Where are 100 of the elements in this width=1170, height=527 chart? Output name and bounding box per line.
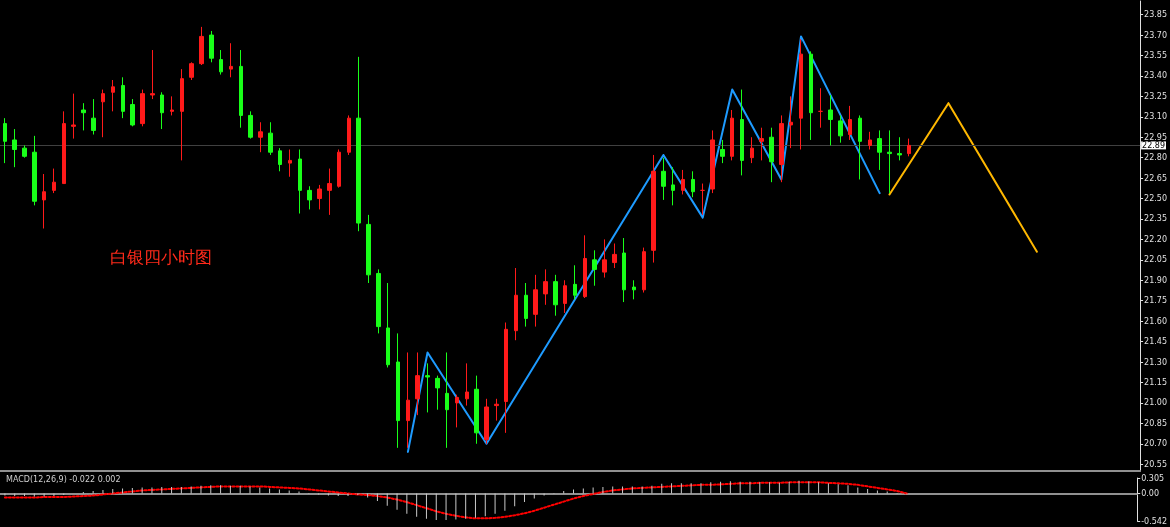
candlestick bbox=[612, 242, 617, 269]
candlestick bbox=[62, 110, 66, 185]
y-tick-label: 23.25 bbox=[1144, 91, 1167, 101]
candlestick bbox=[170, 95, 174, 116]
y-tick-label: 23.85 bbox=[1144, 10, 1167, 20]
candlestick bbox=[622, 237, 626, 303]
y-tick-label: 22.95 bbox=[1144, 132, 1167, 142]
y-tick-label: 23.10 bbox=[1144, 112, 1167, 122]
y-tick-label: 23.55 bbox=[1144, 50, 1167, 60]
y-tick-label: 21.45 bbox=[1144, 337, 1167, 347]
candlestick bbox=[52, 168, 56, 194]
y-tick-label: 20.70 bbox=[1144, 439, 1167, 449]
candlestick bbox=[111, 79, 115, 112]
candlestick bbox=[543, 268, 548, 306]
annotation: 白银四小时图 bbox=[110, 246, 212, 267]
candlestick bbox=[415, 351, 420, 416]
candlestick bbox=[907, 138, 911, 157]
candlestick bbox=[406, 351, 410, 449]
candlestick bbox=[455, 394, 459, 428]
candlestick bbox=[199, 26, 204, 66]
candlestick bbox=[642, 247, 646, 294]
candlestick bbox=[337, 148, 341, 189]
candlestick bbox=[602, 238, 607, 279]
candlestick bbox=[533, 274, 538, 328]
candlestick bbox=[356, 56, 361, 232]
y-tick-label: 23.40 bbox=[1144, 71, 1167, 81]
candlestick bbox=[42, 173, 46, 230]
candlestick bbox=[288, 148, 292, 178]
candlestick bbox=[563, 279, 567, 314]
candlestick bbox=[573, 264, 577, 300]
candlestick bbox=[897, 136, 902, 161]
line-series bbox=[3, 481, 908, 520]
candlestick bbox=[268, 121, 273, 156]
candlestick bbox=[514, 267, 518, 341]
candlestick bbox=[22, 144, 27, 159]
y-tick-label: 0.305 bbox=[1141, 473, 1165, 483]
candlestick bbox=[347, 114, 351, 156]
candlestick bbox=[632, 279, 636, 300]
y-tick-label: 20.55 bbox=[1144, 459, 1167, 469]
candlestick bbox=[130, 98, 135, 127]
candlestick bbox=[848, 105, 852, 141]
candlestick bbox=[71, 93, 76, 140]
candlestick bbox=[3, 117, 7, 164]
candlestick bbox=[759, 127, 764, 161]
candlestick bbox=[671, 166, 675, 206]
candlestick bbox=[366, 214, 371, 284]
candlestick bbox=[298, 148, 302, 215]
candlestick bbox=[818, 87, 823, 129]
candlestick bbox=[809, 50, 813, 141]
candlestick bbox=[425, 362, 430, 413]
candlestick bbox=[524, 282, 528, 328]
y-tick-label: 21.15 bbox=[1144, 377, 1167, 387]
candlestick bbox=[710, 129, 715, 194]
candlestick bbox=[494, 398, 499, 422]
y-tick-label: 21.75 bbox=[1144, 296, 1167, 306]
line-series bbox=[406, 35, 881, 453]
candlestick bbox=[150, 49, 155, 100]
candlestick bbox=[828, 94, 833, 146]
candlestick bbox=[484, 398, 489, 445]
candlestick bbox=[121, 76, 125, 119]
candlestick bbox=[720, 139, 725, 164]
candlestick bbox=[229, 42, 233, 78]
candlestick bbox=[681, 169, 685, 195]
candlestick bbox=[327, 168, 332, 216]
candlestick bbox=[700, 183, 705, 216]
y-tick-label: 20.85 bbox=[1144, 418, 1167, 428]
candlestick bbox=[799, 38, 803, 150]
candlestick bbox=[504, 322, 508, 434]
candlestick bbox=[592, 249, 597, 287]
candlestick bbox=[651, 154, 656, 264]
candlestick bbox=[376, 268, 381, 334]
candlestick bbox=[769, 127, 774, 183]
y-tick-label: 0.00 bbox=[1141, 488, 1160, 498]
candlestick bbox=[740, 89, 744, 176]
candlestick bbox=[12, 128, 17, 168]
y-tick-label: 23.70 bbox=[1144, 30, 1167, 40]
y-tick-label: 21.90 bbox=[1144, 275, 1167, 285]
candlestick bbox=[91, 98, 96, 136]
y-tick-label: 21.00 bbox=[1144, 398, 1167, 408]
candlestick bbox=[81, 102, 86, 131]
candlestick bbox=[189, 61, 194, 81]
candlestick bbox=[474, 375, 479, 445]
candlestick bbox=[730, 109, 734, 161]
candlestick bbox=[789, 95, 793, 149]
candlestick bbox=[307, 185, 312, 210]
y-tick-label: 22.65 bbox=[1144, 173, 1167, 183]
candlestick bbox=[219, 49, 223, 76]
candlestick bbox=[858, 114, 862, 180]
candlestick bbox=[887, 129, 892, 194]
candlestick bbox=[101, 89, 105, 138]
candlestick bbox=[209, 30, 214, 63]
y-tick-label: 22.35 bbox=[1144, 214, 1167, 224]
candlestick bbox=[248, 110, 253, 140]
candlestick bbox=[465, 362, 469, 407]
candlestick bbox=[691, 170, 695, 198]
candlestick bbox=[317, 184, 322, 210]
candlestick bbox=[553, 274, 558, 317]
candlestick bbox=[180, 68, 184, 161]
y-tick-label: 22.05 bbox=[1144, 255, 1167, 265]
ref-line-label: 22.89 bbox=[1142, 140, 1165, 150]
